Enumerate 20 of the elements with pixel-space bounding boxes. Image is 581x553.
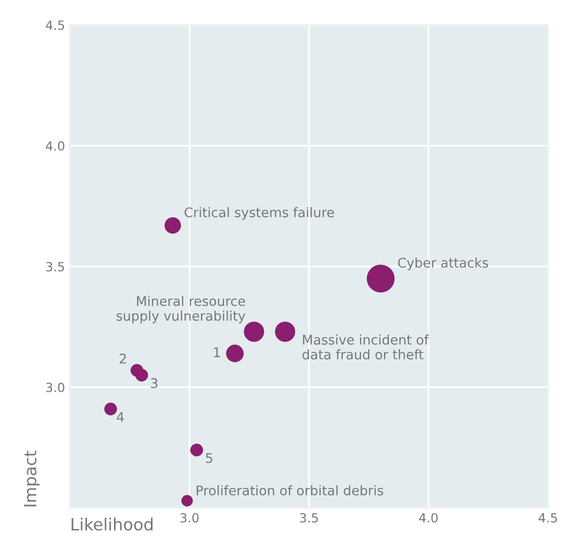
annotation: 5: [206, 453, 212, 464]
x-tick-label: 3.5: [300, 513, 318, 523]
y-axis-title: Impact: [24, 450, 40, 506]
y-tick-label: 3.0: [46, 382, 64, 392]
annotation: Cyber attacks: [398, 257, 488, 270]
annotation: 2: [120, 354, 126, 364]
annotation: 3: [151, 378, 158, 388]
x-axis-title: Likelihood: [72, 518, 152, 531]
annotation: 1: [214, 347, 220, 358]
x-tick-label: 3.0: [180, 513, 199, 523]
annotation: Mineral resource supply vulnerability: [116, 296, 246, 324]
annotation: 4: [116, 412, 124, 422]
y-tick-label: 3.5: [46, 262, 64, 272]
x-tick-label: 4.0: [419, 513, 438, 523]
y-tick-label: 4.5: [46, 20, 64, 30]
annotation: Massive incident of data fraud or theft: [302, 334, 429, 360]
annotation: Proliferation of orbital debris: [196, 485, 384, 496]
y-tick-label: 4.0: [46, 141, 64, 151]
x-tick-label: 4.5: [538, 513, 557, 523]
annotation: Critical systems failure: [184, 207, 334, 220]
